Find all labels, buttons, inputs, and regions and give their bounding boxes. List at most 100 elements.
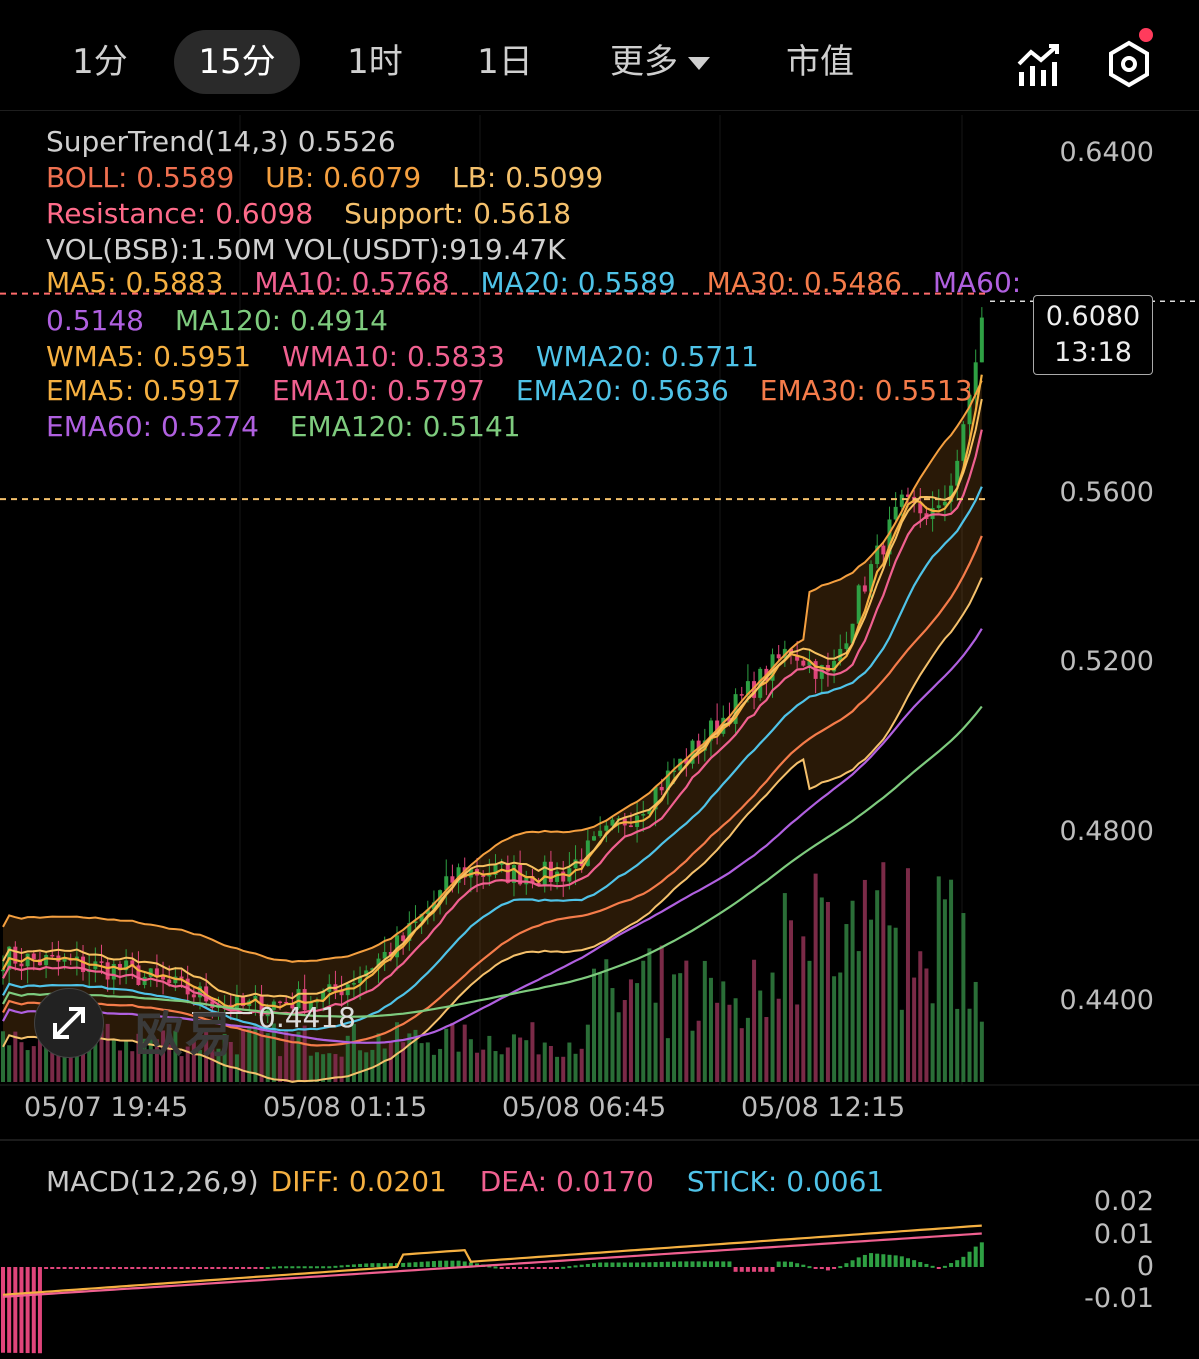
- time-axis-label: 05/08 01:15: [263, 1092, 428, 1123]
- macd-histogram-bar: [592, 1263, 596, 1267]
- macd-histogram-bar: [413, 1262, 418, 1267]
- boll-row: BOLL: 0.5589 UB: 0.6079 LB: 0.5099: [46, 161, 625, 194]
- macd-histogram-bar: [37, 1267, 42, 1354]
- volume-bar: [111, 1040, 116, 1082]
- chart-indicator-icon[interactable]: [1015, 40, 1063, 88]
- volume-bar: [813, 873, 818, 1082]
- ma120-line: [2, 705, 983, 1018]
- tab-1min[interactable]: 1分: [72, 42, 128, 82]
- candle-body: [376, 958, 381, 969]
- volume-bar: [930, 1003, 935, 1082]
- candle-body: [154, 968, 159, 977]
- volume-bar: [721, 981, 726, 1082]
- settings-hexagon-icon[interactable]: [1105, 40, 1153, 88]
- volume-bar: [912, 977, 917, 1082]
- macd-histogram-bar: [727, 1261, 732, 1267]
- volume-bar: [850, 900, 855, 1082]
- macd-histogram-bar: [567, 1266, 572, 1269]
- volume-bar: [967, 1008, 972, 1082]
- supertrend-label: SuperTrend(14,3) 0.5526: [46, 125, 396, 158]
- candle-body: [499, 862, 504, 865]
- volume-bar: [31, 1046, 36, 1082]
- macd-histogram-bar: [130, 1267, 135, 1269]
- macd-histogram-bar: [68, 1267, 73, 1269]
- candle-body: [524, 876, 529, 885]
- macd-histogram-bar: [573, 1265, 578, 1268]
- macd-histogram-bar: [610, 1262, 615, 1267]
- current-price-tag: 0.6080 13:18: [1033, 295, 1153, 375]
- ma20-line: [2, 486, 983, 1032]
- volume-bar: [530, 1022, 535, 1082]
- volume-bar: [241, 1029, 246, 1082]
- volume-bar: [949, 879, 954, 1082]
- macd-histogram-bar: [1, 1267, 5, 1353]
- volume-bar: [130, 1051, 135, 1082]
- volume-bar: [727, 1004, 732, 1082]
- candle-body: [50, 954, 55, 957]
- candle-body: [979, 317, 984, 363]
- volume-bar: [955, 1008, 960, 1082]
- macd-histogram-bar: [684, 1261, 689, 1267]
- candle-body: [1, 969, 5, 972]
- candle-body: [37, 959, 42, 966]
- macd-histogram-bar: [44, 1267, 49, 1269]
- volume-bar: [136, 1033, 141, 1082]
- volume-bar: [321, 1054, 326, 1082]
- macd-histogram-bar: [653, 1262, 658, 1267]
- candle-body: [450, 876, 455, 883]
- ema120-label: EMA120: 0.5141: [289, 410, 521, 443]
- volume-bar: [333, 1054, 338, 1082]
- macd-histogram-bar: [949, 1263, 954, 1267]
- macd-histogram-bar: [111, 1267, 116, 1269]
- macd-histogram-bar: [296, 1266, 301, 1269]
- macd-histogram-bar: [850, 1260, 855, 1267]
- volume-bar: [19, 1042, 24, 1082]
- macd-histogram-bar: [536, 1267, 541, 1269]
- volume-bar: [308, 1055, 313, 1082]
- tab-market-cap[interactable]: 市值: [786, 42, 854, 82]
- ema10-label: EMA10: 0.5797: [272, 374, 485, 407]
- macd-histogram-bar: [173, 1267, 178, 1269]
- ma10-label: MA10: 0.5768: [254, 266, 450, 299]
- fullscreen-button[interactable]: [34, 988, 104, 1058]
- volume-bar: [770, 972, 775, 1082]
- macd-histogram-bar: [247, 1267, 252, 1269]
- candle-body: [745, 681, 750, 695]
- macd-histogram-bar: [942, 1265, 947, 1268]
- volume-bar: [148, 1037, 153, 1082]
- candle-body: [25, 953, 30, 967]
- macd-histogram-bar: [93, 1267, 98, 1269]
- candle-body: [31, 953, 36, 960]
- candle-body: [665, 770, 670, 791]
- price-axis-label: 0.5600: [1059, 477, 1154, 508]
- bollinger-lower-line: [2, 577, 983, 1083]
- macd-histogram-bar: [321, 1266, 326, 1269]
- tab-1hour[interactable]: 1时: [347, 42, 403, 82]
- macd-histogram-bar: [302, 1266, 307, 1269]
- wma-row: WMA5: 0.5951 WMA10: 0.5833 WMA20: 0.5711: [46, 340, 781, 373]
- tab-15min[interactable]: 15分: [174, 30, 300, 94]
- current-price-value: 0.6080: [1045, 301, 1141, 332]
- volume-bar: [161, 1030, 166, 1082]
- volume-bar: [401, 1042, 406, 1082]
- resistance-label: Resistance: 0.6098: [46, 197, 314, 230]
- volume-bar: [801, 936, 806, 1082]
- macd-histogram-bar: [708, 1261, 713, 1267]
- ma5-label: MA5: 0.5883: [46, 266, 224, 299]
- ema60-label: EMA60: 0.5274: [46, 410, 259, 443]
- macd-histogram-bar: [635, 1262, 640, 1267]
- candle-body: [198, 986, 202, 998]
- macd-histogram-bar: [253, 1267, 258, 1269]
- volume-bar: [481, 1049, 486, 1082]
- volume-bar: [475, 1052, 480, 1082]
- candle-body: [856, 585, 861, 624]
- candle-body: [542, 861, 547, 886]
- volume-bar: [7, 1045, 12, 1082]
- volume-bar: [979, 1021, 984, 1082]
- volume-bar: [789, 920, 793, 1082]
- candle-body: [425, 909, 430, 914]
- ma-row: MA5: 0.5883 MA10: 0.5768 MA20: 0.5589 MA…: [46, 266, 1043, 299]
- tab-1day[interactable]: 1日: [477, 42, 533, 82]
- candle-body: [752, 681, 757, 698]
- tab-more[interactable]: 更多: [600, 30, 720, 94]
